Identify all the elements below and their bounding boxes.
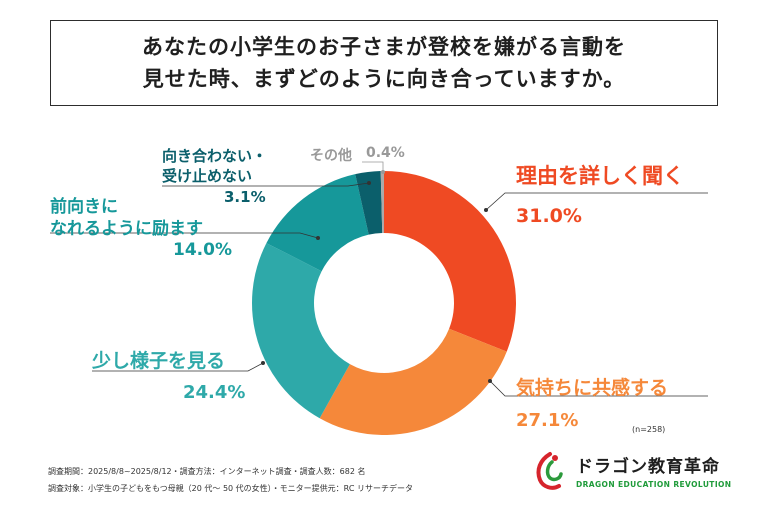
sample-note: (n=258) <box>632 425 666 434</box>
leader-line-4 <box>162 182 370 187</box>
donut-slice-5 <box>380 171 384 234</box>
leader-dot-0 <box>484 208 488 212</box>
leader-line-5 <box>362 161 384 172</box>
value-riyuu: 31.0% <box>516 205 582 227</box>
donut-slice-1 <box>319 328 507 435</box>
donut-slice-3 <box>266 174 369 272</box>
leader-dot-3 <box>316 236 320 240</box>
label-sukoshi: 少し様子を見る <box>92 350 226 372</box>
title-line-1: あなたの小学生のお子さまが登校を嫌がる言動を <box>142 35 626 59</box>
logo: ドラゴン教育革命 DRAGON EDUCATION REVOLUTION <box>530 450 732 494</box>
label-mukiawanai-line1: 向き合わない・ <box>162 147 268 165</box>
donut-slice-0 <box>384 171 516 352</box>
leader-line-0 <box>485 192 708 211</box>
label-maemuki-line2: なれるように励ます <box>50 219 203 239</box>
leader-dot-5 <box>381 170 385 174</box>
leader-line-2 <box>92 362 264 372</box>
donut-slice-4 <box>355 171 383 235</box>
value-maemuki: 14.0% <box>173 240 232 260</box>
value-mukiawanai: 3.1% <box>224 188 266 206</box>
logo-name: ドラゴン教育革命 <box>576 457 720 477</box>
footer-line-2: 調査対象：小学生の子どもをもつ母親（20 代〜 50 代の女性）・モニター提供元… <box>48 484 413 493</box>
leader-dot-1 <box>488 379 492 383</box>
label-kimochi: 気持ちに共感する <box>516 377 669 399</box>
value-kimochi: 27.1% <box>516 410 579 431</box>
donut-slice-2 <box>252 243 350 419</box>
label-sonota: その他 <box>310 148 352 164</box>
leader-dot-4 <box>367 181 371 185</box>
logo-subtitle: DRAGON EDUCATION REVOLUTION <box>576 480 732 489</box>
leader-line-3 <box>50 232 319 239</box>
dragon-logo-icon <box>536 452 563 490</box>
footer-line-1: 調査期間：2025/8/8~2025/8/12・調査方法：インターネット調査・調… <box>48 467 366 476</box>
leader-dot-2 <box>261 361 265 365</box>
label-maemuki-line1: 前向きに <box>50 197 118 217</box>
label-mukiawanai-line2: 受け止めない <box>162 167 253 185</box>
label-riyuu: 理由を詳しく聞く <box>516 164 684 188</box>
value-sukoshi: 24.4% <box>183 382 246 403</box>
title-line-2: 見せた時、まずどのように向き合っていますか。 <box>142 67 626 91</box>
value-sonota: 0.4% <box>366 145 405 161</box>
leader-line-1 <box>489 380 708 397</box>
title-box: あなたの小学生のお子さまが登校を嫌がる言動を 見せた時、まずどのように向き合って… <box>50 20 718 106</box>
